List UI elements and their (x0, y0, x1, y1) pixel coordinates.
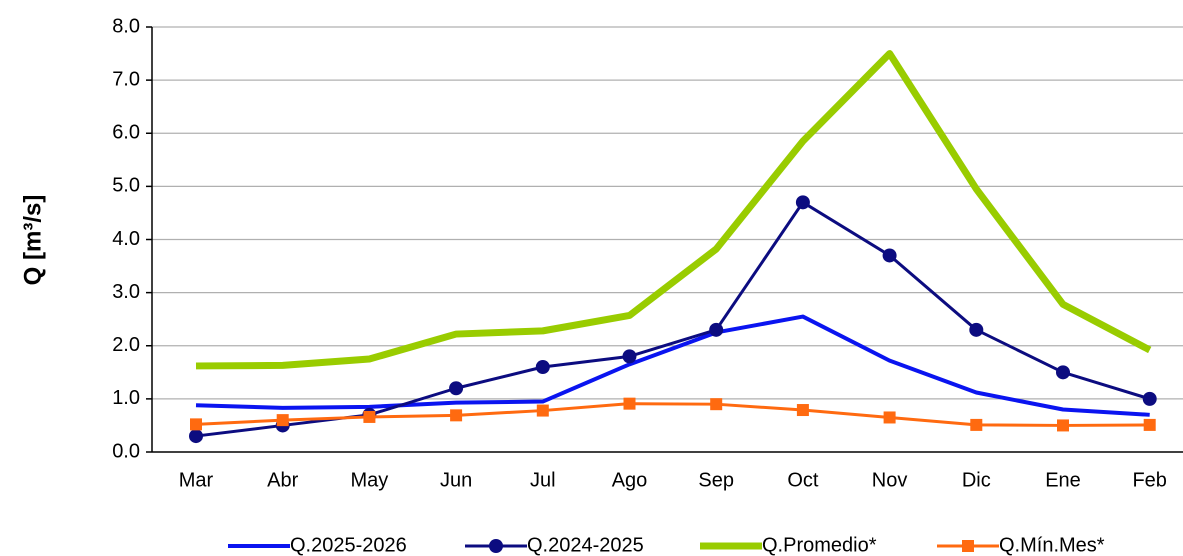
x-tick-label: May (351, 469, 389, 491)
point (1057, 419, 1069, 432)
legend-marker (962, 540, 974, 552)
legend-label: Q.Promedio* (762, 534, 877, 556)
y-tick-label: 2.0 (112, 334, 140, 356)
point (883, 411, 896, 424)
y-tick-label: 4.0 (112, 228, 140, 250)
point (710, 398, 723, 411)
y-tick-label: 7.0 (112, 68, 140, 90)
x-tick-label: Jul (530, 469, 556, 491)
point (970, 418, 983, 431)
y-tick-label: 8.0 (112, 15, 140, 37)
point (450, 409, 463, 422)
x-tick-label: Sep (698, 469, 734, 491)
x-tick-label: Nov (872, 469, 908, 491)
point (276, 414, 289, 427)
y-axis-label: Q [m³/s] (19, 195, 46, 286)
legend-label: Q.2024-2025 (527, 534, 644, 556)
series-line (195, 200, 1151, 438)
y-tick-label: 1.0 (112, 387, 140, 409)
series-line (195, 402, 1150, 427)
point (1056, 365, 1070, 380)
legend-marker (489, 539, 503, 553)
x-tick-label: Dic (962, 469, 991, 491)
x-tick-label: Ago (612, 469, 648, 491)
point (449, 381, 464, 396)
y-tick-label: 3.0 (112, 281, 140, 303)
point (536, 404, 549, 417)
x-tick-label: Jun (440, 469, 472, 491)
series-line (195, 314, 1150, 417)
point (363, 410, 376, 423)
legend-label: Q.2025-2026 (290, 534, 407, 556)
x-tick-label: Ene (1045, 469, 1081, 491)
point (189, 429, 203, 444)
y-tick-label: 0.0 (112, 440, 140, 462)
y-tick-label: 6.0 (112, 122, 140, 144)
point (796, 404, 809, 417)
point (1142, 391, 1157, 406)
x-tick-label: Oct (787, 469, 819, 491)
legend-label: Q.Mín.Mes* (999, 534, 1105, 556)
y-tick-label: 5.0 (112, 175, 140, 197)
x-tick-label: Mar (179, 469, 214, 491)
point (795, 195, 810, 210)
point (622, 349, 637, 364)
point (709, 322, 724, 337)
point (623, 397, 636, 410)
x-tick-label: Feb (1132, 469, 1166, 491)
series-line (195, 50, 1152, 370)
point (535, 360, 550, 374)
point (1143, 418, 1156, 431)
point (190, 418, 202, 431)
x-tick-label: Abr (267, 469, 298, 491)
point (882, 248, 897, 263)
point (969, 322, 984, 337)
